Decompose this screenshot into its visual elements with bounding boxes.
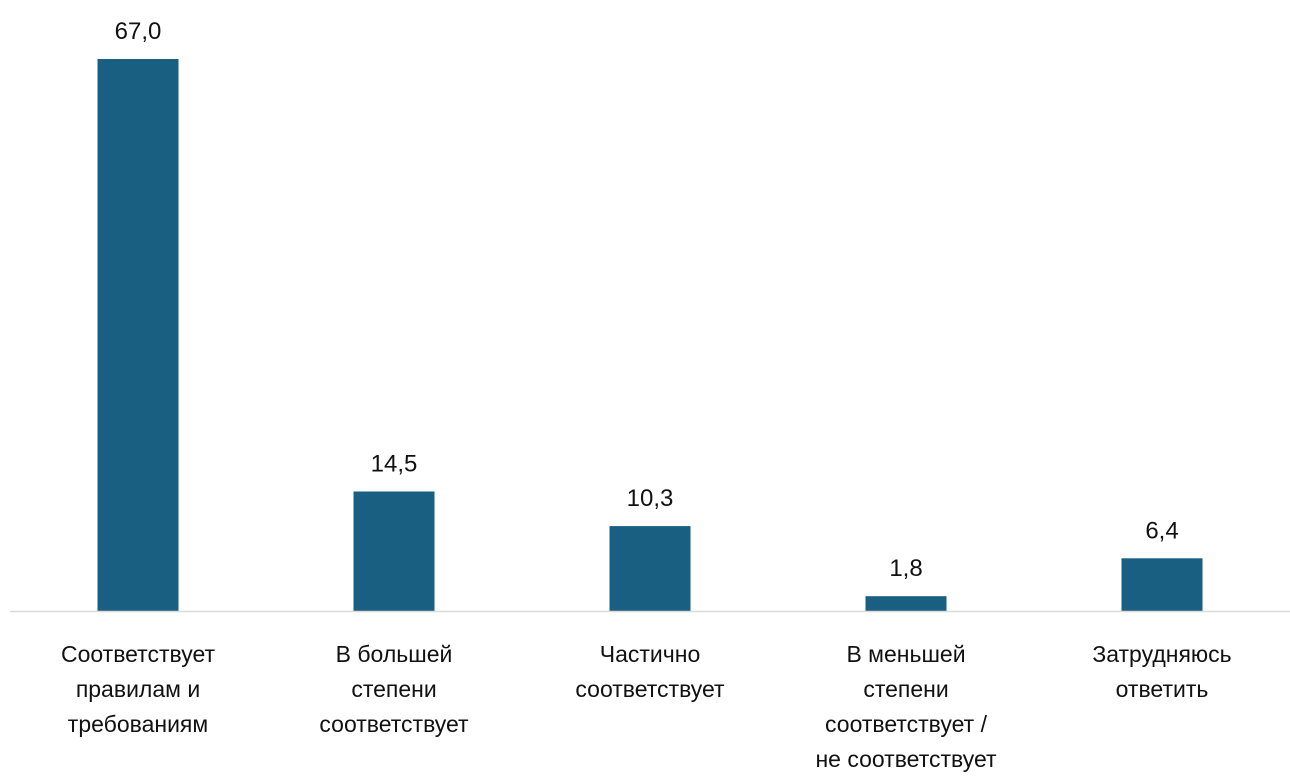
category-label-line: степени: [351, 676, 436, 702]
category-label: В большей степени соответствует: [319, 641, 469, 737]
category-label-line: соответствует /: [825, 711, 988, 737]
category-label-line: Соответствует: [61, 641, 216, 667]
bar-value-label: 10,3: [627, 485, 674, 512]
bar: [1121, 558, 1203, 611]
category-label-line: В меньшей: [846, 641, 965, 667]
category-label: Соответствует правилам и требованиям: [61, 641, 216, 737]
category-label-line: степени: [863, 676, 948, 702]
category-label-line: Затрудняюсь: [1092, 641, 1231, 667]
category-label-line: Частично: [600, 641, 700, 667]
bar: [353, 491, 435, 611]
bars-group: [97, 59, 1203, 611]
category-label-line: ответить: [1116, 676, 1209, 702]
category-label-line: требованиям: [68, 711, 208, 737]
category-label-line: правилам и: [76, 676, 200, 702]
bar-value-label: 6,4: [1145, 517, 1178, 544]
category-label-line: соответствует: [575, 676, 725, 702]
bar-value-label: 1,8: [889, 555, 922, 582]
category-label-line: В большей: [336, 641, 453, 667]
bar-value-label: 14,5: [371, 451, 418, 478]
category-label: Частично соответствует: [575, 641, 725, 702]
value-labels-group: 67,0 14,5 10,3 1,8 6,4: [115, 18, 1179, 582]
category-label-line: не соответствует: [815, 746, 997, 772]
bar: [865, 596, 947, 611]
category-labels-group: Соответствует правилам и требованиям В боль…: [61, 641, 1232, 772]
bar: [609, 526, 691, 611]
category-label: Затрудняюсь ответить: [1092, 641, 1231, 702]
bar-value-label: 67,0: [115, 18, 162, 45]
category-label-line: соответствует: [319, 711, 469, 737]
bar: [97, 59, 179, 611]
category-label: В меньшей степени соответствует / не соотве…: [815, 641, 997, 772]
